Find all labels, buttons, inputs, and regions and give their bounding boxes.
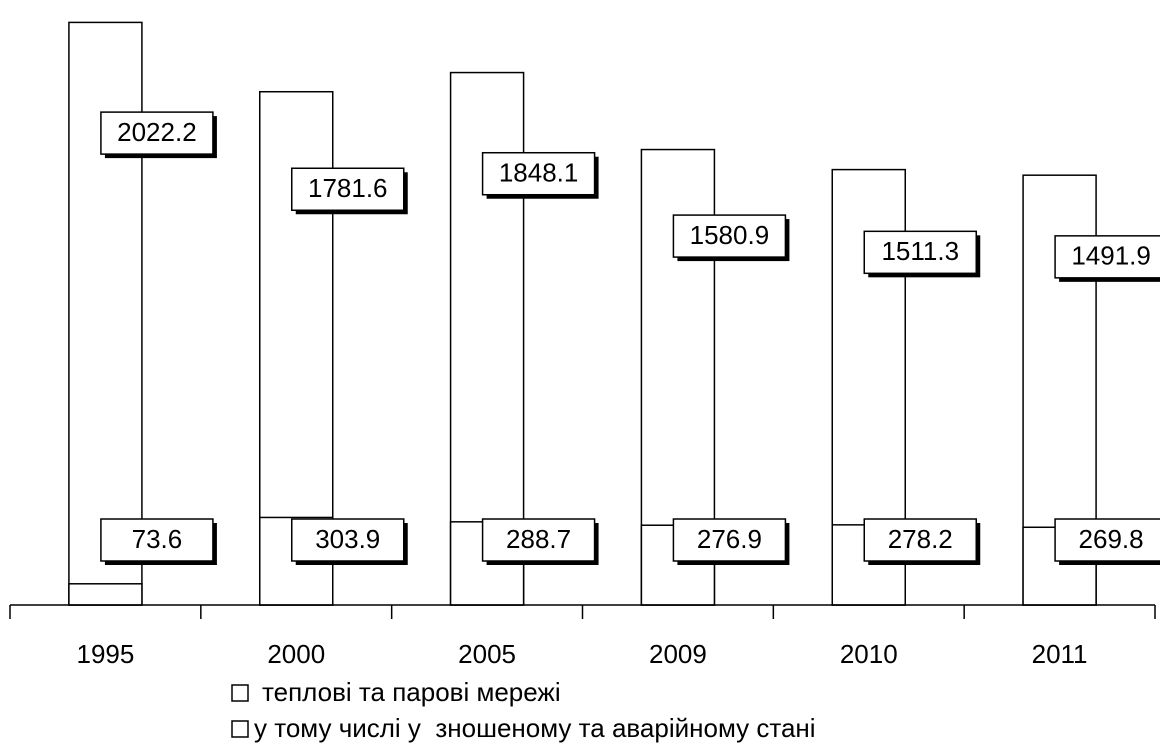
label-box <box>481 151 596 196</box>
label-box <box>100 111 214 155</box>
x-tick-label: 2010 <box>840 639 898 669</box>
label-box <box>1054 235 1160 279</box>
data-label: 269.8 <box>1079 524 1144 554</box>
data-label: 1580.9 <box>690 220 770 250</box>
label-box <box>1054 518 1160 562</box>
data-label: 278.2 <box>888 524 953 554</box>
data-label: 276.9 <box>697 524 762 554</box>
label-box <box>863 230 977 275</box>
x-tick-label: 2011 <box>1032 639 1088 669</box>
label-box <box>291 518 405 562</box>
legend-swatch <box>231 720 249 738</box>
legend-label: у тому числі у зношеному та аварійному с… <box>254 713 816 743</box>
bar <box>68 21 143 606</box>
data-label: 288.7 <box>506 524 571 554</box>
label-box <box>672 214 787 258</box>
legend-swatch <box>231 684 249 702</box>
label-box <box>481 518 596 562</box>
data-label: 1491.9 <box>1071 241 1151 271</box>
legend-label: теплові та парові мережі <box>262 677 561 707</box>
data-label: 1511.3 <box>881 236 959 266</box>
label-box <box>672 518 787 562</box>
data-label: 73.6 <box>132 524 183 554</box>
data-label: 303.9 <box>315 524 380 554</box>
data-label: 1781.6 <box>308 173 388 203</box>
x-tick-label: 1995 <box>76 639 134 669</box>
label-box <box>863 518 977 562</box>
data-label: 1848.1 <box>499 158 579 188</box>
x-tick-label: 2005 <box>458 639 516 669</box>
data-label: 2022.2 <box>117 117 197 147</box>
label-box <box>100 518 214 562</box>
x-tick-label: 2000 <box>267 639 325 669</box>
label-box <box>291 167 405 212</box>
bar <box>68 583 143 606</box>
x-tick-label: 2009 <box>649 639 707 669</box>
